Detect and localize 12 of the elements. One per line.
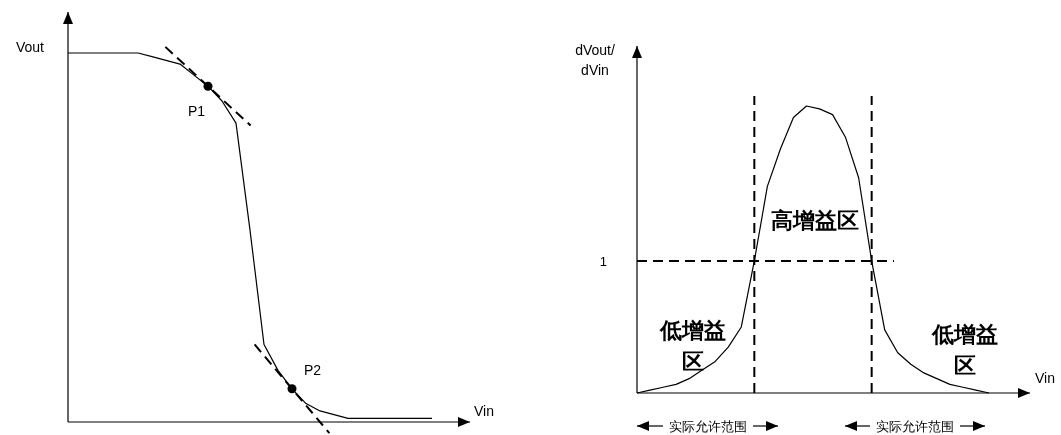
- x-axis-title: Vin: [1035, 370, 1055, 386]
- annotation: P1: [188, 103, 206, 120]
- text: 1: [599, 253, 607, 269]
- y-axis-title: dVout/ dVin: [575, 42, 615, 78]
- annotation: P2: [304, 361, 322, 378]
- annotation: 低增益区: [931, 322, 998, 378]
- y-axis-title: Vout: [15, 39, 45, 55]
- annotation: 低增益区: [659, 318, 726, 374]
- x-axis-title: Vin: [474, 403, 494, 419]
- text: 实际允许范围: [669, 419, 747, 434]
- annotation: 高增益区: [771, 208, 859, 233]
- text: 实际允许范围: [876, 419, 954, 434]
